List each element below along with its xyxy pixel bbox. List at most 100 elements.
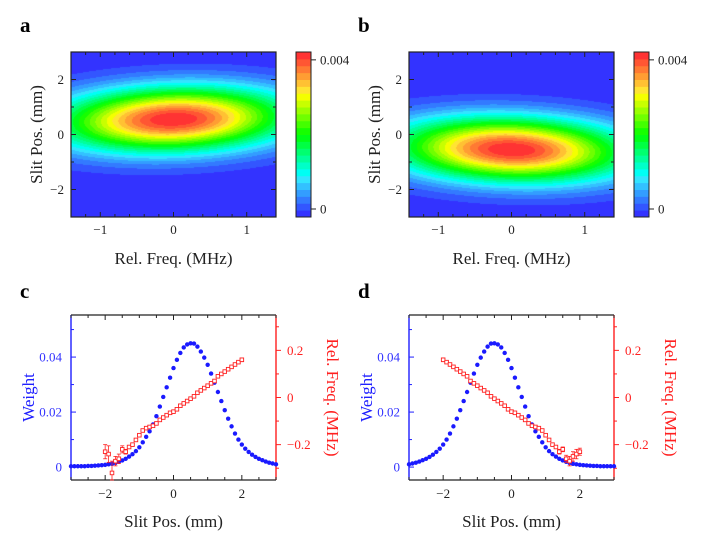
weight-point <box>225 416 231 421</box>
weight-point <box>557 456 562 462</box>
colorbar-segment <box>634 113 649 122</box>
frequency-point <box>137 432 142 438</box>
left-y-axis-title: Weight <box>357 373 376 422</box>
weight-point <box>222 407 227 413</box>
frequency-point <box>133 437 139 443</box>
weight-point <box>471 371 477 376</box>
frequency-point <box>577 449 583 454</box>
x-axis-title: Rel. Freq. (MHz) <box>114 249 232 268</box>
weight-point <box>243 446 248 451</box>
weight-point <box>167 375 173 380</box>
y-tick-label: 0 <box>396 127 403 142</box>
weight-point <box>546 448 552 454</box>
x-tick-label: 1 <box>581 222 588 237</box>
weight-point <box>417 459 422 464</box>
weight-point <box>478 355 483 360</box>
weight-point <box>130 451 135 457</box>
weight-point <box>434 449 439 455</box>
left-y-tick-label: 0.04 <box>377 350 400 365</box>
weight-point <box>181 345 186 350</box>
frequency-point <box>178 403 183 409</box>
weight-point <box>512 375 518 380</box>
colorbar-segment <box>634 72 649 80</box>
weight-point <box>601 464 606 469</box>
frequency-point <box>546 437 552 443</box>
weight-point <box>208 371 214 376</box>
colorbar-segment <box>634 58 649 67</box>
panel-label-c: c <box>20 279 29 303</box>
right-y-tick-label: 0.2 <box>287 343 303 358</box>
colorbar-segment <box>296 100 311 108</box>
right-y-tick-label: −0.2 <box>625 437 649 452</box>
weight-point <box>184 342 190 347</box>
weight-point <box>499 345 504 350</box>
frequency-point <box>526 421 531 426</box>
frequency-point <box>157 417 163 423</box>
weight-point <box>198 349 204 354</box>
weight-point <box>263 459 268 464</box>
x-tick-label: −1 <box>431 222 445 237</box>
weight-point <box>174 357 180 363</box>
right-y-tick-label: 0 <box>625 390 632 405</box>
x-tick-label: −2 <box>98 486 112 501</box>
weight-point <box>137 445 142 450</box>
frequency-point <box>553 444 559 450</box>
weight-point <box>82 464 87 469</box>
weight-point <box>553 454 559 459</box>
frequency-point <box>140 428 145 433</box>
weight-point <box>202 355 207 360</box>
colorbar-segment <box>296 58 311 67</box>
right-y-axis-title: Rel. Freq. (MHz) <box>323 338 342 456</box>
frequency-point <box>495 398 501 404</box>
colorbar-frame <box>295 51 312 218</box>
weight-point <box>249 452 255 457</box>
weight-point <box>171 365 176 371</box>
colorbar-segment <box>296 155 311 163</box>
frequency-point <box>502 403 507 409</box>
x-axis-title: Slit Pos. (mm) <box>124 512 223 531</box>
frequency-point <box>232 362 238 367</box>
left-y-tick-label: 0.04 <box>39 350 62 365</box>
plot-frame-b <box>408 51 615 218</box>
colorbar-segment <box>634 189 649 197</box>
weight-point <box>591 463 596 469</box>
colorbar-segment <box>296 189 311 197</box>
frequency-point <box>171 409 176 414</box>
colorbar-segment <box>296 182 311 190</box>
colorbar-segment <box>634 196 649 204</box>
left-y-tick-label: 0 <box>56 460 63 475</box>
colorbar-segment <box>634 134 649 142</box>
y-axis-title: Slit Pos. (mm) <box>27 85 46 184</box>
colorbar-segment <box>296 113 311 122</box>
frequency-point <box>485 390 490 396</box>
colorbar-segment <box>296 93 311 101</box>
frequency-point <box>126 444 132 450</box>
frequency-point <box>123 449 128 454</box>
frequency-point <box>543 432 548 438</box>
weight-point <box>611 464 617 469</box>
colorbar-segment <box>634 100 649 108</box>
colorbar-segment <box>296 203 311 211</box>
weight-point <box>458 407 463 413</box>
frequency-point <box>461 371 466 377</box>
colorbar-segment <box>296 65 311 74</box>
weight-point <box>437 446 442 451</box>
colorbar-tick-label: 0.004 <box>658 52 688 67</box>
colorbar-tick-label: 0 <box>658 202 665 217</box>
weight-point <box>464 389 470 395</box>
weight-point <box>502 350 507 356</box>
colorbar-segment <box>634 93 649 101</box>
frequency-point <box>188 396 193 401</box>
left-y-tick-label: 0 <box>394 460 401 475</box>
left-y-tick-label: 0.02 <box>377 405 400 420</box>
weight-point <box>266 460 272 465</box>
frequency-point <box>239 357 245 363</box>
weight-point <box>154 414 159 419</box>
weight-point <box>157 404 163 409</box>
x-tick-label: 2 <box>239 486 246 501</box>
y-tick-label: 2 <box>58 72 65 87</box>
y-tick-label: −2 <box>50 182 64 197</box>
colorbar-segment <box>634 127 649 135</box>
